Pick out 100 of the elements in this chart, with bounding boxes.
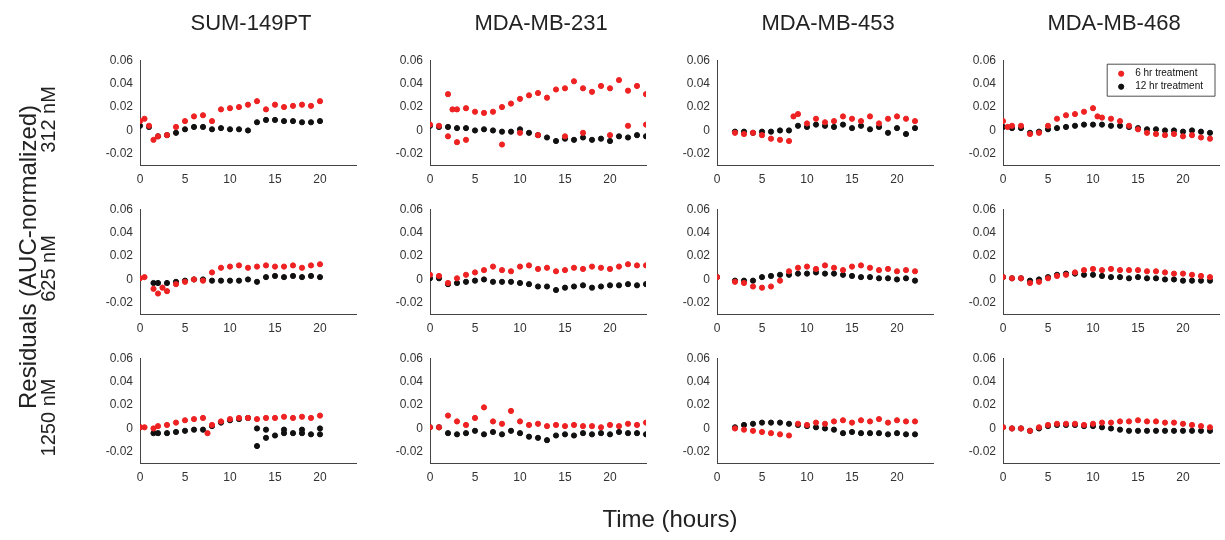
x-tick-label: 20 [313,321,327,336]
y-tick-label: 0.02 [109,99,134,114]
x-tick-label: 5 [758,321,766,336]
y-tick-label: 0.06 [399,52,424,67]
y-tick-label: 0.06 [109,201,134,216]
x-tick-label: 10 [800,470,814,485]
y-tick-label: 0.04 [972,224,997,239]
x-tick-label: 10 [800,321,814,336]
x-tick-label: 10 [800,172,814,187]
x-tick-label: 20 [1176,172,1190,187]
y-tick-label: -0.02 [395,295,424,310]
y-tick-label: 0.04 [399,373,424,388]
y-tick-label: 0.02 [109,397,134,412]
text: Time (hours) [601,505,739,533]
x-tick-label: 15 [268,321,282,336]
x-tick-label: 5 [471,321,479,336]
x-tick-label: 5 [471,470,479,485]
x-tick-label: 15 [1131,321,1145,336]
y-tick-label: 0.02 [972,99,997,114]
x-tick-label: 5 [181,172,189,187]
x-tick-label: 5 [1044,470,1052,485]
x-tick-label: 20 [603,470,617,485]
x-tick-label: 20 [890,321,904,336]
y-tick-label: 0.02 [399,397,424,412]
y-tick-label: 0 [126,271,134,286]
y-tick-label: 0 [416,271,424,286]
x-tick-label: 0 [136,321,144,336]
y-axis-title: 1250 nM [36,377,60,459]
x-tick-label: 10 [223,321,237,336]
x-tick-label: 15 [845,321,859,336]
x-tick-label: 5 [1044,321,1052,336]
y-tick-label: 0.02 [399,248,424,263]
y-tick-label: -0.02 [968,444,997,459]
y-tick-label: 0.06 [686,350,711,365]
x-tick-label: 0 [713,470,721,485]
y-tick-label: -0.02 [682,444,711,459]
x-tick-label: 20 [603,172,617,187]
y-tick-label: 0 [126,122,134,137]
x-tick-label: 10 [1086,470,1100,485]
y-tick-label: 0 [416,420,424,435]
y-tick-label: -0.02 [105,146,134,161]
x-tick-label: 0 [999,470,1007,485]
y-tick-label: 0 [703,271,711,286]
y-tick-label: -0.02 [395,444,424,459]
x-tick-label: 5 [471,172,479,187]
chart-title: MDA-MB-231 [473,10,609,36]
y-tick-label: 0 [989,420,997,435]
y-tick-label: 0 [416,122,424,137]
x-tick-label: 15 [1131,172,1145,187]
y-tick-label: 0.04 [399,224,424,239]
x-tick-label: 10 [1086,321,1100,336]
y-tick-label: -0.02 [682,146,711,161]
y-tick-label: 0 [703,420,711,435]
y-tick-label: -0.02 [105,295,134,310]
x-tick-label: 0 [999,172,1007,187]
x-tick-label: 0 [136,172,144,187]
x-tick-label: 0 [713,321,721,336]
x-tick-label: 0 [426,172,434,187]
y-tick-label: 0.06 [972,52,997,67]
y-tick-label: 0.02 [399,99,424,114]
x-tick-label: 10 [513,321,527,336]
y-tick-label: 0.04 [109,224,134,239]
x-tick-label: 15 [845,470,859,485]
x-tick-label: 15 [845,172,859,187]
x-tick-label: 10 [1086,172,1100,187]
y-tick-label: -0.02 [105,444,134,459]
y-tick-label: 0.06 [686,201,711,216]
y-tick-label: 0.02 [686,99,711,114]
x-tick-label: 0 [426,321,434,336]
x-tick-label: 10 [513,172,527,187]
x-tick-label: 15 [268,470,282,485]
legend-label: 6 hr treatment [1135,67,1198,79]
x-tick-label: 15 [558,470,572,485]
y-tick-label: 0.06 [109,350,134,365]
x-tick-label: 20 [1176,321,1190,336]
y-tick-label: -0.02 [682,295,711,310]
y-tick-label: 0.04 [686,373,711,388]
y-tick-label: 0.06 [109,52,134,67]
y-tick-label: 0.02 [686,248,711,263]
y-tick-label: 0.04 [972,75,997,90]
x-tick-label: 20 [313,470,327,485]
y-tick-label: 0.04 [686,224,711,239]
x-tick-label: 10 [513,470,527,485]
x-tick-label: 0 [713,172,721,187]
y-tick-label: 0.04 [109,373,134,388]
x-tick-label: 20 [1176,470,1190,485]
y-tick-label: 0.06 [399,201,424,216]
legend-label: 12 hr treatment [1135,80,1204,92]
x-tick-label: 0 [136,470,144,485]
x-tick-label: 20 [890,470,904,485]
x-tick-label: 0 [426,470,434,485]
x-tick-label: 0 [999,321,1007,336]
x-tick-label: 20 [313,172,327,187]
y-tick-label: -0.02 [968,146,997,161]
y-tick-label: 0 [703,122,711,137]
y-tick-label: 0.04 [686,75,711,90]
y-tick-label: 0.06 [399,350,424,365]
y-tick-label: 0.04 [109,75,134,90]
y-tick-label: 0.02 [972,248,997,263]
x-tick-label: 5 [758,470,766,485]
